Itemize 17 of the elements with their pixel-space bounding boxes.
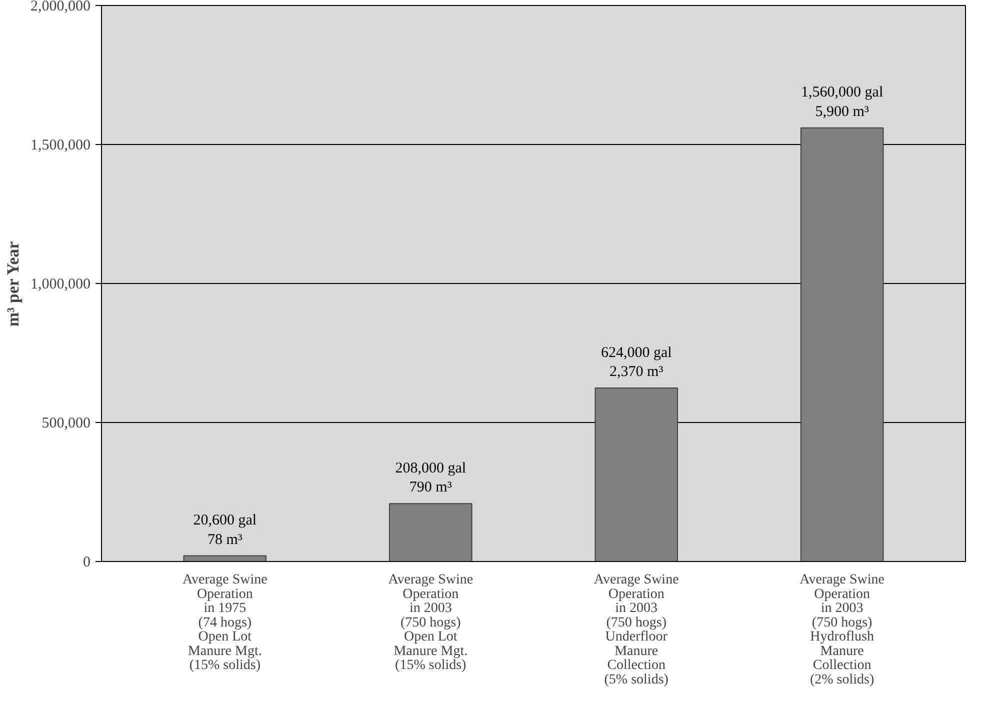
y-tick-label: 0 [83, 554, 90, 570]
y-axis-title: m³ per Year [4, 240, 22, 327]
y-tick-label: 500,000 [42, 416, 90, 432]
y-tick-label: 1,500,000 [30, 138, 90, 154]
bar [800, 127, 884, 562]
bar [389, 503, 472, 562]
x-tick-label: Average Swine Operation in 1975 (74 hogs) Open Lot Manure Mgt. (15% solids) [182, 572, 268, 673]
bar [594, 388, 678, 562]
y-tick-label: 1,000,000 [30, 276, 90, 292]
x-tick-label: Average Swine Operation in 2003 (750 hogs) Underfloor Manure Collection (5% solids) [594, 572, 679, 688]
data-label: 208,000 gal 790 m³ [395, 460, 466, 496]
x-tick-label: Average Swine Operation in 2003 (750 hogs) Open Lot Manure Mgt. (15% solids) [388, 572, 474, 673]
data-label: 20,600 gal 78 m³ [193, 512, 257, 548]
x-tick-label: Average Swine Operation in 2003 (750 hogs) Hydroflush Manure Collection (2% solids) [800, 572, 885, 688]
data-label: 624,000 gal 2,370 m³ [600, 344, 672, 380]
data-label: 1,560,000 gal 5,900 m³ [801, 84, 884, 120]
y-tick-label: 2,000,000 [30, 0, 90, 14]
